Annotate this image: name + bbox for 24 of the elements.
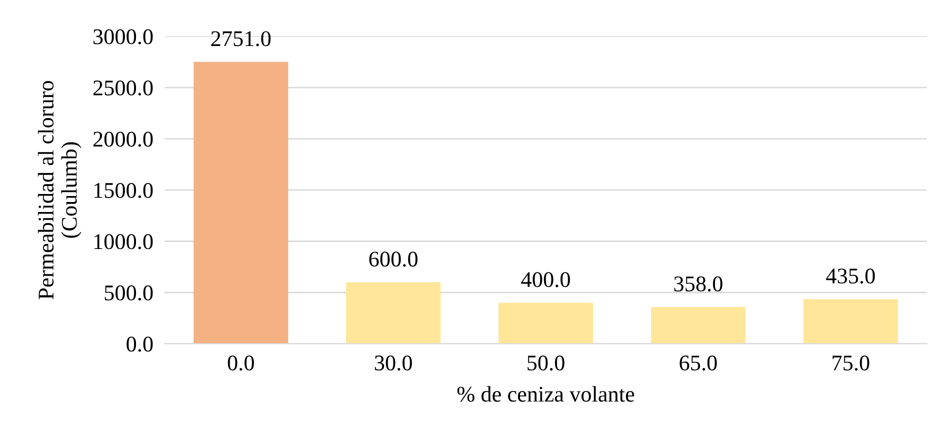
y-tick-label: 1500.0 bbox=[94, 182, 153, 198]
bar bbox=[650, 307, 746, 344]
bar bbox=[194, 62, 288, 344]
x-tick-label: 75.0 bbox=[832, 355, 870, 371]
data-label: 2751.0 bbox=[211, 31, 271, 46]
y-tick-label: 1000.0 bbox=[94, 234, 153, 250]
x-tick-label: 50.0 bbox=[528, 355, 564, 371]
data-label: 435.0 bbox=[826, 268, 875, 284]
x-tick-label: 30.0 bbox=[374, 355, 412, 371]
y-tick-label: 500.0 bbox=[104, 285, 153, 301]
y-tick-label: 0.0 bbox=[126, 336, 153, 352]
bar bbox=[498, 302, 594, 344]
data-label: 600.0 bbox=[369, 252, 418, 267]
x-axis-title: % de ceniza volante bbox=[457, 386, 634, 402]
y-tick-label: 2500.0 bbox=[93, 80, 153, 96]
data-label: 358.0 bbox=[674, 276, 722, 292]
bar bbox=[346, 282, 441, 344]
x-tick-label: 0.0 bbox=[228, 355, 254, 371]
y-axis-title: Permeabilidad al cloruro (Coulumb) bbox=[38, 81, 82, 300]
data-label: 400.0 bbox=[521, 272, 570, 288]
x-tick-label: 65.0 bbox=[680, 355, 717, 371]
y-tick-label: 2000.0 bbox=[93, 132, 153, 147]
bar bbox=[803, 299, 898, 344]
y-tick-label: 3000.0 bbox=[94, 29, 153, 44]
